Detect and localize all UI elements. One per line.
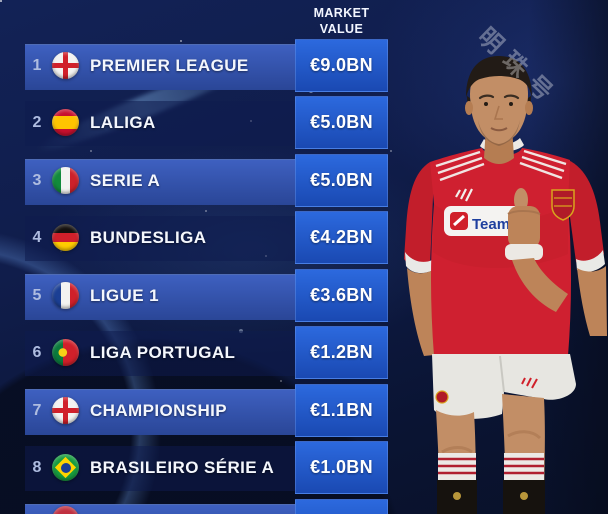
flag-portugal-icon: [52, 339, 79, 366]
league-name: BUNDESLIGA: [90, 227, 207, 247]
star-field-decoration: [0, 0, 2, 2]
flag-brazil-icon: [52, 454, 79, 481]
table-row: 4 BUNDESLIGA €4.2BN: [0, 211, 390, 264]
value-box: €5.0BN: [295, 96, 388, 149]
value-box: €9.0BN: [295, 39, 388, 92]
rank-label: 2: [32, 113, 42, 131]
header-line-1: MARKET: [313, 6, 370, 20]
rank-label: 6: [32, 343, 42, 361]
table-row-partial: [0, 499, 390, 514]
flag-partial-icon: [52, 506, 79, 514]
league-name: LIGUE 1: [90, 285, 159, 305]
flag-germany-icon: [52, 224, 79, 251]
rank-label: 1: [32, 56, 42, 74]
market-value: €5.0BN: [310, 170, 373, 190]
table-row: 3 SERIE A €5.0BN: [0, 154, 390, 207]
rank-label: 3: [32, 171, 42, 189]
rank-label: 5: [32, 286, 42, 304]
league-name: LIGA PORTUGAL: [90, 342, 236, 362]
value-box: €1.2BN: [295, 326, 388, 379]
flag-france-icon: [52, 282, 79, 309]
row-bar: [25, 504, 295, 514]
header-line-2: VALUE: [319, 21, 364, 36]
rank-label: 7: [32, 401, 42, 419]
league-name: PREMIER LEAGUE: [90, 55, 249, 75]
rank-label: 8: [32, 458, 42, 476]
value-box: €1.0BN: [295, 441, 388, 494]
market-value: €9.0BN: [310, 55, 373, 75]
market-value: €5.0BN: [310, 112, 373, 132]
market-value: €1.1BN: [310, 400, 373, 420]
value-box: €3.6BN: [295, 269, 388, 322]
market-value: €1.2BN: [310, 342, 373, 362]
market-value: €1.0BN: [310, 457, 373, 477]
value-box: €4.2BN: [295, 211, 388, 264]
flag-italy-icon: [52, 167, 79, 194]
table-row: 6 LIGA PORTUGAL €1.2BN: [0, 326, 390, 379]
league-name: BRASILEIRO SÉRIE A: [90, 457, 275, 477]
brazil-globe: [60, 462, 71, 473]
table-row: 5 LIGUE 1 €3.6BN: [0, 269, 390, 322]
flag-spain-icon: [52, 109, 79, 136]
value-box: €5.0BN: [295, 154, 388, 207]
table-row: 7 CHAMPIONSHIP €1.1BN: [0, 384, 390, 437]
league-name: CHAMPIONSHIP: [90, 400, 228, 420]
market-value: €3.6BN: [310, 285, 373, 305]
market-value: €4.2BN: [310, 227, 373, 247]
table-row: 8 BRASILEIRO SÉRIE A €1.0BN: [0, 441, 390, 494]
value-box: €1.1BN: [295, 384, 388, 437]
league-name: SERIE A: [90, 170, 161, 190]
footballer-photo: TeamVi: [404, 56, 607, 514]
market-value-column-header: MARKET VALUE: [295, 6, 388, 37]
table-row: 2 LALIGA €5.0BN: [0, 96, 390, 149]
value-box: [295, 499, 388, 514]
flag-england-icon: [52, 52, 79, 79]
rank-label: 4: [32, 228, 42, 246]
league-name: LALIGA: [90, 112, 156, 132]
flag-england-icon: [52, 397, 79, 424]
table-row: 1 PREMIER LEAGUE €9.0BN: [0, 39, 390, 92]
